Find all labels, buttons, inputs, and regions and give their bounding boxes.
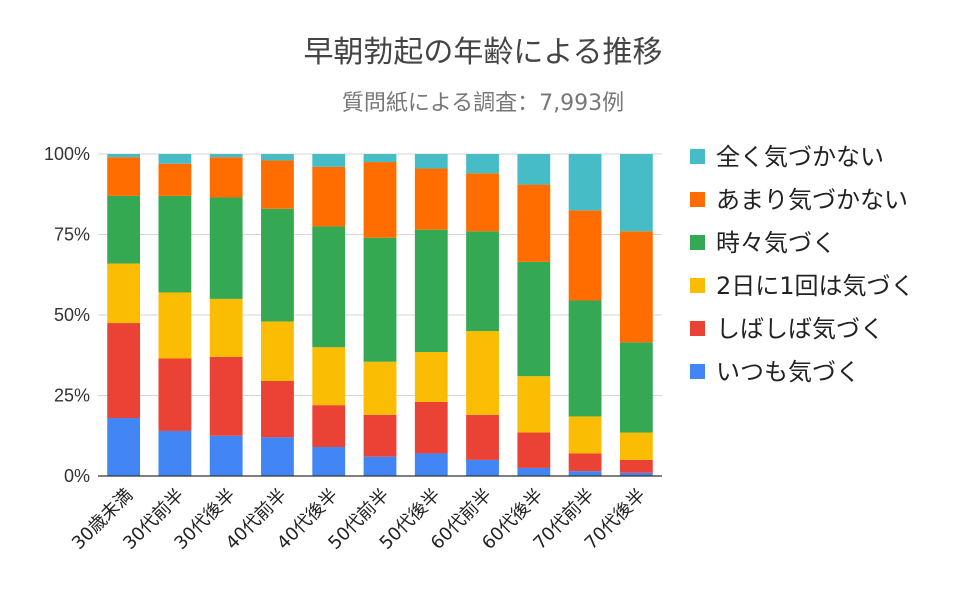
chart-title: 早朝勃起の年齢による推移: [303, 35, 662, 70]
bar-segment: [466, 414, 499, 460]
legend-label: しばしば気づく: [716, 315, 884, 343]
bar-segment: [312, 405, 346, 448]
bar-segment: [619, 231, 653, 343]
bar-segment: [158, 430, 192, 476]
legend-label: 全く気づかない: [716, 143, 884, 171]
legend-swatch: [690, 278, 705, 293]
bar-segment: [107, 157, 141, 196]
bar-segment: [209, 356, 243, 436]
bar-segment: [517, 432, 551, 468]
legend-swatch: [690, 321, 705, 336]
bar-segment: [619, 432, 653, 460]
bars: [107, 154, 653, 476]
bar-segment: [363, 414, 397, 457]
y-tick-label: 75%: [54, 225, 90, 245]
legend-swatch: [690, 235, 705, 250]
bar-segment: [261, 381, 294, 438]
bar-segment: [107, 418, 141, 476]
y-tick-label: 25%: [54, 386, 90, 406]
bar-segment: [312, 154, 346, 167]
bar-segment: [568, 453, 602, 472]
bar-segment: [261, 208, 294, 322]
bar-segment: [568, 300, 602, 417]
bar-segment: [158, 163, 192, 196]
bar-segment: [261, 160, 294, 209]
bar-segment: [158, 195, 192, 293]
bar-segment: [414, 401, 448, 454]
bar-segment: [517, 467, 551, 476]
bar-segment: [363, 237, 397, 362]
bar-segment: [619, 459, 653, 473]
bar-segment: [414, 229, 448, 353]
bar-segment: [363, 456, 397, 476]
bar-segment: [158, 292, 192, 359]
y-tick-label: 100%: [44, 144, 90, 164]
bar-segment: [466, 231, 499, 332]
bar-segment: [517, 376, 551, 433]
x-axis-ticks: 30歳未満30代前半30代後半40代前半40代後半50代前半50代後半60代前半…: [68, 485, 650, 554]
legend-swatch: [690, 149, 705, 164]
bar-segment: [209, 157, 243, 198]
bar-segment: [209, 154, 243, 158]
bar-segment: [312, 226, 346, 348]
legend-label: いつも気づく: [716, 358, 860, 386]
bar-segment: [261, 437, 294, 476]
bar-segment: [312, 447, 346, 476]
bar-segment: [209, 435, 243, 476]
bar-segment: [568, 154, 602, 211]
bar-segment: [107, 154, 141, 158]
bar-segment: [158, 154, 192, 164]
bar-segment: [107, 323, 141, 419]
bar-segment: [209, 197, 243, 299]
bar-segment: [619, 342, 653, 433]
bar-segment: [517, 184, 551, 262]
bar-segment: [158, 358, 192, 431]
bar-segment: [568, 471, 602, 476]
bar-segment: [261, 321, 294, 382]
bar-segment: [517, 154, 551, 185]
bar-segment: [466, 331, 499, 415]
legend-label: 時々気づく: [716, 229, 836, 257]
legend-swatch: [690, 192, 705, 207]
legend-label: 2日に1回は気づく: [716, 272, 915, 300]
legend-swatch: [690, 364, 705, 379]
bar-segment: [312, 347, 346, 406]
bar-segment: [363, 361, 397, 415]
bar-segment: [466, 154, 499, 174]
bar-segment: [414, 352, 448, 402]
bar-segment: [568, 210, 602, 301]
bar-segment: [568, 416, 602, 454]
legend-label: あまり気づかない: [716, 186, 908, 214]
bar-segment: [466, 459, 499, 476]
bar-segment: [363, 154, 397, 163]
bar-segment: [466, 173, 499, 232]
bar-segment: [414, 168, 448, 230]
bar-segment: [107, 195, 141, 264]
bar-segment: [517, 261, 551, 377]
bar-segment: [261, 154, 294, 161]
bar-segment: [414, 453, 448, 476]
bar-segment: [363, 162, 397, 238]
y-axis-ticks: 0% 25% 50% 75% 100%: [44, 144, 90, 486]
y-tick-label: 0%: [64, 466, 90, 486]
bar-segment: [619, 472, 653, 476]
bar-segment: [619, 154, 653, 232]
bar-segment: [312, 166, 346, 227]
y-tick-label: 50%: [54, 305, 90, 325]
chart-subtitle: 質問紙による調査：7,993例: [342, 91, 624, 116]
bar-segment: [414, 154, 448, 169]
bar-segment: [107, 263, 141, 324]
bar-segment: [209, 298, 243, 357]
